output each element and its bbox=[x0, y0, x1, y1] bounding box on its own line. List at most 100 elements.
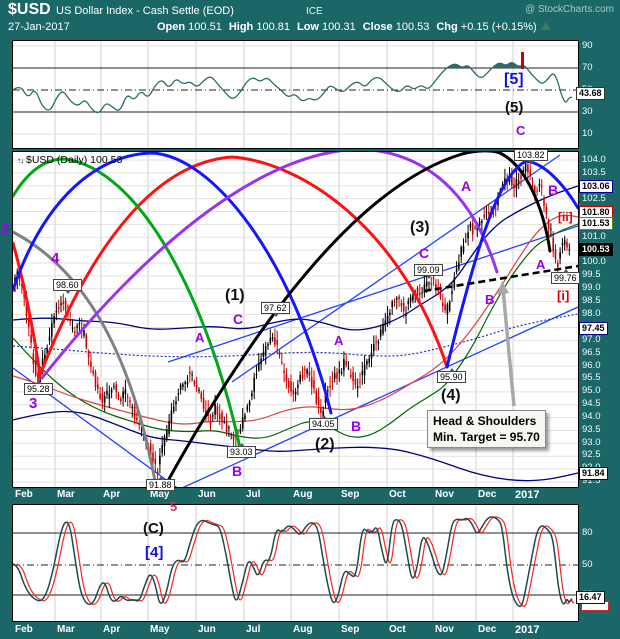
symbol-name: US Dollar Index - Cash Settle (EOD) bbox=[56, 5, 234, 17]
wave-label: 5 bbox=[170, 499, 178, 514]
price-axis-label: 94.0 bbox=[582, 411, 601, 422]
rsi-plot bbox=[13, 41, 578, 148]
x-axis-month-bottom-Jun: Jun bbox=[198, 624, 216, 635]
price-axis-value-label: 100.53 bbox=[579, 243, 613, 256]
quote-value: 100.31 bbox=[318, 21, 356, 33]
wave-label: (4) bbox=[441, 387, 461, 404]
wave-label: B bbox=[232, 463, 243, 479]
price-callout: 95.90 bbox=[437, 368, 466, 383]
wave-label: C bbox=[516, 123, 526, 138]
wave-label: (C) bbox=[143, 520, 164, 537]
price-callout: 95.28 bbox=[24, 380, 53, 395]
copyright-label: @ StockCharts.com bbox=[524, 4, 614, 15]
wave-label: C bbox=[233, 311, 244, 327]
candlestick-series bbox=[14, 158, 571, 484]
x-axis-month-bottom-Jul: Jul bbox=[246, 624, 261, 635]
price-callout: 94.05 bbox=[309, 415, 338, 430]
wave-label: (1) bbox=[225, 287, 245, 304]
x-axis-month-May: May bbox=[150, 489, 170, 500]
x-axis-month-Jul: Jul bbox=[246, 489, 261, 500]
price-axis-label: 95.5 bbox=[582, 372, 601, 383]
price-axis-label: 100.0 bbox=[582, 256, 606, 267]
price-axis-value-label: 103.06 bbox=[579, 180, 613, 193]
wave-label: B bbox=[351, 418, 362, 434]
price-axis-label: 96.5 bbox=[582, 347, 601, 358]
x-axis-month-bottom-May: May bbox=[150, 624, 170, 635]
price-axis-label: 97.0 bbox=[582, 334, 601, 345]
price-axis-label: 103.5 bbox=[582, 167, 606, 178]
wave-label: B bbox=[548, 182, 559, 198]
price-axis-label: 99.0 bbox=[582, 282, 601, 293]
x-axis-month-bottom-Feb: Feb bbox=[15, 624, 33, 635]
wave-label: (5) bbox=[505, 99, 524, 116]
chart-title: ↑↓ $USD (Daily) 100.53 bbox=[17, 154, 122, 166]
quote-value: +0.15 (+0.15%) bbox=[457, 21, 537, 33]
x-axis-month-bottom-Nov: Nov bbox=[435, 624, 454, 635]
x-axis-month-Dec: Dec bbox=[478, 489, 497, 500]
change-up-arrow-icon bbox=[540, 22, 551, 30]
arrows-icon: ↑↓ bbox=[17, 156, 24, 165]
stoch-value-label: 16.47 bbox=[576, 591, 605, 604]
price-axis-label: 93.0 bbox=[582, 437, 601, 448]
rsi-axis-label: 30 bbox=[582, 106, 593, 117]
exchange-label: ICE bbox=[306, 6, 323, 17]
wave-label: 3 bbox=[29, 395, 38, 412]
price-callout: 93.03 bbox=[227, 443, 256, 458]
x-axis-month-Nov: Nov bbox=[435, 489, 454, 500]
price-callout: 91.88 bbox=[146, 476, 175, 491]
wave-label: (3) bbox=[410, 219, 430, 236]
price-callout: 97.62 bbox=[261, 302, 290, 317]
rsi-axis-label: 10 bbox=[582, 128, 593, 139]
x-axis-month-Oct: Oct bbox=[389, 489, 406, 500]
symbol-label: $USD bbox=[8, 1, 51, 18]
price-axis-label: 96.0 bbox=[582, 360, 601, 371]
price-axis-label: 94.5 bbox=[582, 398, 601, 409]
wave-label: [5] bbox=[504, 71, 524, 88]
quote-key: Chg bbox=[436, 21, 458, 33]
price-axis-value-label: 91.84 bbox=[579, 467, 608, 480]
wave-label: [ii] bbox=[558, 210, 573, 224]
price-callout: 98.60 bbox=[53, 279, 82, 294]
price-axis-value-label: 101.53 bbox=[579, 217, 613, 230]
price-axis-label: 91.5 bbox=[582, 475, 601, 486]
quote-key: High bbox=[228, 21, 254, 33]
x-axis-month-bottom-Apr: Apr bbox=[103, 624, 121, 635]
stoch-plot bbox=[13, 505, 578, 621]
wave-label: A bbox=[536, 257, 546, 272]
stoch-axis-label: 80 bbox=[582, 527, 593, 538]
x-axis-month-bottom-2017: 2017 bbox=[515, 624, 540, 636]
wave-label: B bbox=[485, 292, 495, 307]
x-axis-month-bottom-Oct: Oct bbox=[389, 624, 406, 635]
rsi-axis-label: 90 bbox=[582, 40, 593, 51]
price-axis-label: 98.5 bbox=[582, 295, 601, 306]
price-plot bbox=[13, 152, 578, 487]
date-label: 27-Jan-2017 bbox=[8, 21, 70, 33]
head-and-shoulders-note: Head & Shoulders Min. Target = 95.70 bbox=[427, 410, 546, 449]
wave-label: C bbox=[419, 245, 430, 261]
quote-key: Open bbox=[157, 21, 186, 33]
ohlc-quote: Open 100.51 High 100.81 Low 100.31 Close 10… bbox=[150, 21, 551, 33]
note-line: Min. Target = 95.70 bbox=[433, 430, 540, 445]
x-axis-month-Aug: Aug bbox=[293, 489, 313, 500]
x-axis-month-Jun: Jun bbox=[198, 489, 216, 500]
stoch-axis-label: 50 bbox=[582, 559, 593, 570]
wave-label: A bbox=[461, 178, 472, 194]
wave-label: [i] bbox=[557, 288, 570, 303]
x-axis-month-Sep: Sep bbox=[341, 489, 360, 500]
chart-title-text: $USD (Daily) 100.53 bbox=[26, 154, 123, 166]
x-axis-month-bottom-Mar: Mar bbox=[57, 624, 75, 635]
wave-label: (2) bbox=[315, 436, 335, 453]
x-axis-month-bottom-Aug: Aug bbox=[293, 624, 313, 635]
price-axis-label: 102.5 bbox=[582, 193, 606, 204]
x-axis-month-Mar: Mar bbox=[57, 489, 75, 500]
wave-label: 2 bbox=[1, 220, 10, 237]
x-axis-month-2017: 2017 bbox=[515, 489, 540, 501]
price-axis-label: 95.0 bbox=[582, 385, 601, 396]
price-axis-label: 92.5 bbox=[582, 449, 601, 460]
wave-label: [4] bbox=[145, 544, 164, 561]
quote-key: Low bbox=[296, 21, 319, 33]
price-callout: 99.09 bbox=[414, 264, 443, 279]
x-axis-month-Apr: Apr bbox=[103, 489, 121, 500]
price-callout: 103.82 bbox=[514, 149, 548, 164]
